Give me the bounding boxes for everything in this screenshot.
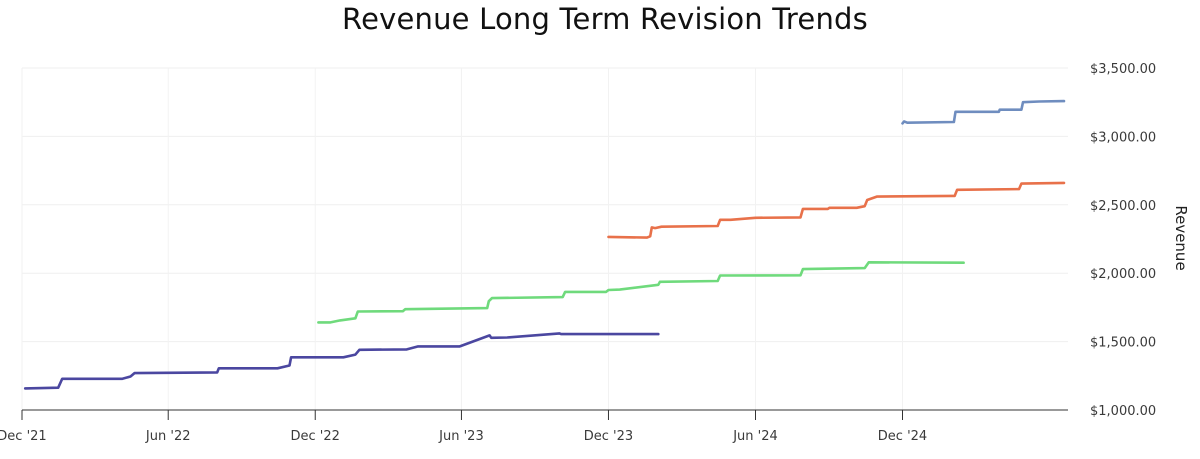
y-tick-label: $1,500.00 [1090, 336, 1156, 351]
series-line-3 [607, 181, 1066, 239]
y-tick-label: $3,500.00 [1090, 62, 1156, 77]
chart-title: Revenue Long Term Revision Trends [342, 2, 868, 36]
series-line-4 [901, 99, 1066, 125]
y-tick-label: $3,000.00 [1090, 130, 1156, 145]
series-line-1 [23, 332, 660, 390]
x-tick-label: Dec '24 [878, 429, 927, 444]
y-axis-title: Revenue [1172, 205, 1190, 270]
series-lines [23, 99, 1066, 390]
y-axis: $1,000.00 $1,500.00 $2,000.00 $2,500.00 $3,0… [1090, 62, 1156, 419]
y-tick-label: $2,000.00 [1090, 267, 1156, 282]
series-line-2 [317, 260, 965, 324]
y-tick-label: $2,500.00 [1090, 199, 1156, 214]
x-tick-label: Jun '24 [732, 429, 778, 444]
grid-lines [21, 67, 1068, 410]
x-axis: Dec '21 Jun '22 Dec '22 Jun '23 Dec '23 Jun '… [0, 409, 1068, 444]
x-tick-label: Dec '23 [584, 429, 633, 444]
x-tick-label: Dec '22 [291, 429, 340, 444]
x-tick-label: Dec '21 [0, 429, 47, 444]
x-tick-label: Jun '23 [438, 429, 484, 444]
y-tick-label: $1,000.00 [1090, 404, 1156, 419]
x-tick-label: Jun '22 [145, 429, 191, 444]
